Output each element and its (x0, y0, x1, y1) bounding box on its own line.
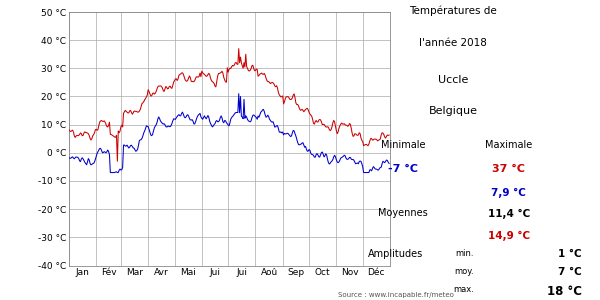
Text: l'année 2018: l'année 2018 (419, 38, 487, 47)
Text: 14,9 °C: 14,9 °C (488, 231, 530, 241)
Text: Températures de: Températures de (409, 6, 497, 16)
Text: -7 °C: -7 °C (388, 164, 418, 173)
Text: 1 °C: 1 °C (559, 249, 582, 259)
Text: Source : www.incapable.fr/meteo: Source : www.incapable.fr/meteo (338, 292, 454, 298)
Text: moy.: moy. (454, 267, 474, 276)
Text: 18 °C: 18 °C (547, 285, 582, 298)
Text: Belgique: Belgique (428, 106, 478, 116)
Text: Moyennes: Moyennes (379, 208, 428, 218)
Text: 11,4 °C: 11,4 °C (488, 208, 530, 219)
Text: 7,9 °C: 7,9 °C (491, 188, 526, 198)
Text: Minimale: Minimale (381, 140, 425, 149)
Text: 7 °C: 7 °C (558, 267, 582, 277)
Text: 37 °C: 37 °C (493, 164, 526, 173)
Text: max.: max. (453, 285, 474, 294)
Text: Uccle: Uccle (438, 75, 468, 85)
Text: Amplitudes: Amplitudes (368, 249, 424, 259)
Text: Maximale: Maximale (485, 140, 532, 149)
Text: min.: min. (455, 249, 474, 258)
